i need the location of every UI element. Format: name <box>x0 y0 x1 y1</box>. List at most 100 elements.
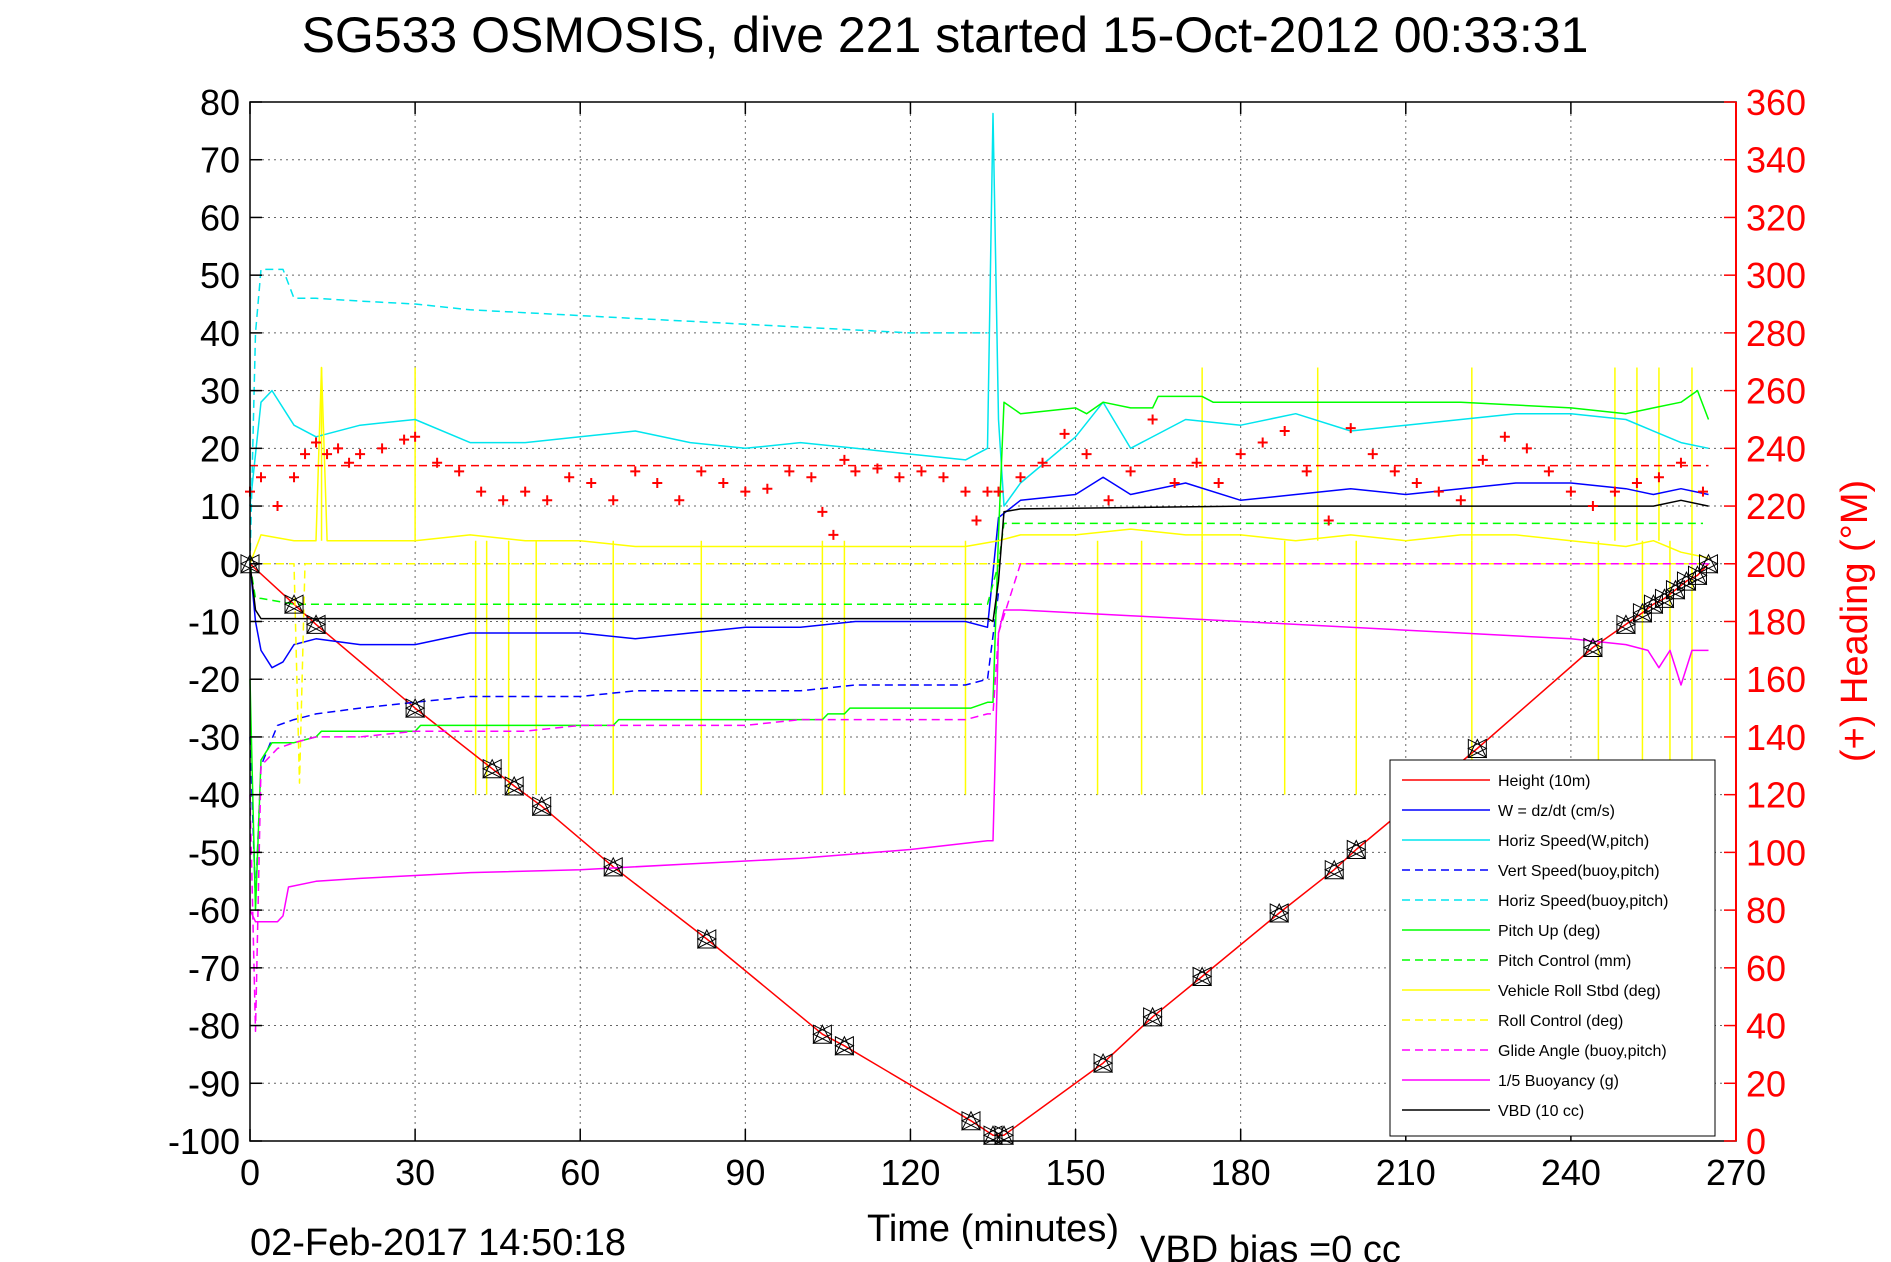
heading-point <box>1191 457 1202 468</box>
heading-point <box>960 486 971 497</box>
series-pitch-control-mm <box>249 522 1703 605</box>
x-tick-label: 210 <box>1376 1152 1436 1193</box>
footer-vbd-bias: VBD bias =0 cc <box>1140 1229 1401 1262</box>
marker-triangle-up <box>834 1035 855 1056</box>
marker-triangle-left <box>603 857 623 877</box>
heading-point <box>850 466 861 477</box>
marker-triangle-left <box>1698 553 1718 574</box>
height-marker <box>482 758 503 779</box>
legend-label: Pitch Up (deg) <box>1498 923 1600 940</box>
marker-triangle-up <box>1687 565 1708 585</box>
heading-point <box>982 486 993 497</box>
height-marker <box>504 775 525 796</box>
marker-triangle-left <box>1687 565 1707 586</box>
marker-triangle-up <box>961 1110 981 1131</box>
x-tick-label: 270 <box>1706 1152 1766 1193</box>
height-marker <box>531 796 552 817</box>
heading-point <box>1257 437 1268 448</box>
y2-tick-label: 120 <box>1746 775 1806 816</box>
heading-point <box>971 515 982 526</box>
height-marker <box>812 1024 833 1045</box>
y-tick-label: -40 <box>188 775 240 816</box>
heading-point <box>993 486 1004 497</box>
marker-triangle-left <box>1467 738 1487 759</box>
height-marker <box>1582 637 1604 658</box>
marker-triangle-left <box>1192 966 1212 987</box>
marker-triangle-up <box>994 1125 1014 1145</box>
heading-point <box>696 466 707 477</box>
marker-triangle-left <box>812 1024 832 1045</box>
marker-triangle-left <box>1582 637 1603 658</box>
height-marker <box>1269 902 1290 923</box>
series-w-dz-dt-cm-s <box>249 476 1709 669</box>
heading-point <box>355 449 366 460</box>
series-horiz-speed-w-pitch <box>249 112 1709 507</box>
height-marker <box>404 697 426 718</box>
y-tick-label: 80 <box>200 82 240 123</box>
y2-tick-label: 160 <box>1746 659 1806 700</box>
legend-label: Horiz Speed(buoy,pitch) <box>1498 893 1668 910</box>
y2-tick-label: 0 <box>1746 1121 1766 1162</box>
heading-point <box>916 466 927 477</box>
heading-point <box>762 483 773 494</box>
y-tick-label: -20 <box>188 659 240 700</box>
heading-point <box>630 466 641 477</box>
marker-triangle-up <box>1698 553 1719 574</box>
series-layer <box>239 112 1719 1146</box>
marker-triangle-left <box>404 698 425 718</box>
heading-point <box>454 466 465 477</box>
height-marker <box>603 856 624 877</box>
height-marker <box>960 1110 982 1131</box>
series-pitch-up-deg <box>249 389 1710 911</box>
x-tick-label: 180 <box>1211 1152 1271 1193</box>
marker-triangle-left <box>1324 859 1344 880</box>
heading-point <box>1125 466 1136 477</box>
y-tick-label: -60 <box>188 890 240 931</box>
legend-label: Pitch Control (mm) <box>1498 953 1631 970</box>
marker-triangle-left <box>960 1110 981 1131</box>
heading-point <box>1345 423 1356 434</box>
heading-point <box>1455 495 1466 506</box>
x-tick-label: 0 <box>240 1152 260 1193</box>
marker-triangle-up <box>531 796 552 816</box>
heading-point <box>476 486 487 497</box>
series-vehicle-roll-stbd-deg <box>249 366 1709 565</box>
marker-triangle-left <box>504 776 524 796</box>
y-tick-label: 30 <box>200 371 240 412</box>
heading-point <box>586 477 597 488</box>
y2-tick-label: 360 <box>1746 82 1806 123</box>
y-tick-label: -10 <box>188 602 240 643</box>
heading-point <box>311 437 322 448</box>
heading-point <box>1389 466 1400 477</box>
marker-triangle-up <box>1467 738 1488 758</box>
marker-triangle-up <box>504 775 524 796</box>
marker-triangle-left <box>696 929 717 949</box>
legend-label: Height (10m) <box>1498 773 1590 790</box>
heading-markers <box>245 414 1708 540</box>
marker-triangle-up <box>812 1024 833 1044</box>
series-vbd-10-cc <box>249 499 1709 623</box>
marker-triangle-left <box>531 796 552 817</box>
y2-tick-label: 300 <box>1746 255 1806 296</box>
marker-triangle-up <box>1142 1006 1163 1027</box>
legend-label: Vehicle Roll Stbd (deg) <box>1498 983 1661 1000</box>
x-tick-label: 90 <box>725 1152 765 1193</box>
y2-tick-label: 240 <box>1746 428 1806 469</box>
x-tick-label: 150 <box>1046 1152 1106 1193</box>
y2-tick-label: 140 <box>1746 717 1806 758</box>
heading-point <box>289 472 300 483</box>
y-tick-label: 10 <box>200 486 240 527</box>
height-marker <box>1346 839 1367 860</box>
y2-tick-label: 60 <box>1746 948 1786 989</box>
y2-tick-label: 260 <box>1746 371 1806 412</box>
marker-triangle-left <box>305 614 326 635</box>
y2-tick-label: 340 <box>1746 140 1806 181</box>
heading-point <box>256 472 267 483</box>
heading-point <box>1565 486 1576 497</box>
legend-label: W = dz/dt (cm/s) <box>1498 803 1615 820</box>
heading-point <box>333 443 344 454</box>
y2-tick-label: 100 <box>1746 832 1806 873</box>
series-1-5-buoyancy-g <box>249 609 1709 923</box>
height-marker <box>1615 614 1637 635</box>
heading-point <box>1037 457 1048 468</box>
